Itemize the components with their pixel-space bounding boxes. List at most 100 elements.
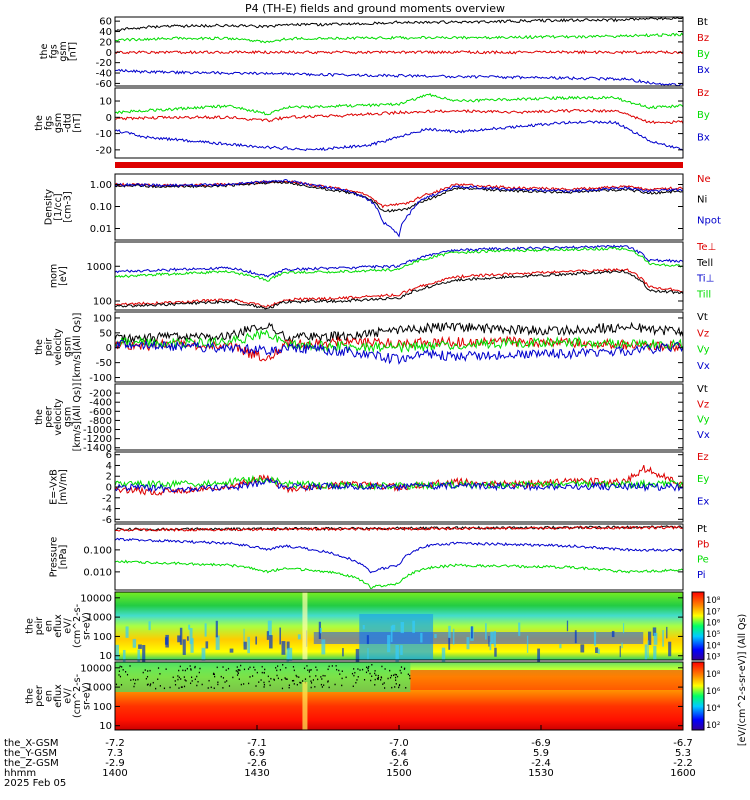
heatmap-streak [302,682,308,730]
x-row-value: 5.3 [675,748,691,759]
heatmap-speck [134,682,136,685]
heatmap-speck [253,666,255,669]
heatmap-speck [213,687,215,689]
heatmap-streak [182,639,186,655]
panel-pressure [114,523,684,591]
heatmap-streak [434,634,437,639]
heatmap-streak [302,592,308,660]
heatmap-speck [240,664,242,667]
heatmap-speck [374,672,376,675]
heatmap-speck [395,683,397,685]
heatmap-speck [390,674,393,677]
x-row-label: the_Y-GSM [4,748,57,759]
heatmap-speck [310,682,313,684]
heatmap-speck [315,675,317,677]
legend-Bz: Bz [697,88,709,99]
heatmap-speck [194,666,196,669]
heatmap-speck [296,683,298,686]
heatmap-speck [132,678,134,681]
heatmap-streak [142,644,146,662]
heatmap-streak [190,638,194,653]
y-axis-label-line: the [25,618,36,634]
heatmap-speck [353,674,355,677]
heatmap-speck [249,676,251,678]
y-axis-label: E=-VxB[mV/m] [48,469,69,505]
heatmap-streak [201,647,206,661]
heatmap-speck [363,679,366,681]
heatmap-speck [368,665,370,668]
heatmap-speck [196,684,198,687]
heatmap-speck [276,674,278,677]
heatmap-speck [405,687,407,689]
heatmap-speck [389,669,391,672]
series-line-By [114,32,684,44]
heatmap-streak [215,620,218,638]
y-axis-label-line: -dtd [63,113,74,132]
heatmap-streak [188,624,191,630]
heatmap-speck [279,669,282,671]
heatmap-speck [269,684,271,687]
heatmap-speck [119,665,121,668]
legend-Vy: Vy [697,345,710,356]
heatmap-speck [303,667,306,670]
heatmap-speck [263,683,266,686]
series-line-Vy [114,329,684,354]
colorbar-tick-label: 10⁵ [706,630,720,640]
series-line-Pi [114,537,684,574]
heatmap-speck [130,679,132,681]
heatmap-speck [404,667,406,670]
heatmap-speck [339,673,341,675]
heatmap-speck [190,668,192,670]
x-row-value: -2.9 [105,758,125,769]
heatmap-speck [208,679,210,682]
heatmap-speck [300,682,302,684]
heatmap-streak [366,635,369,645]
heatmap-speck [220,675,222,678]
heatmap-speck [182,669,184,672]
y-axis-label-line: the [39,44,50,60]
series-line-Bx [114,68,684,87]
heatmap-streak [279,627,282,645]
heatmap-speck [147,670,149,672]
series-line-By [114,93,684,116]
heatmap-speck [281,687,284,690]
heatmap-speck [247,668,250,670]
heatmap-speck [129,665,131,667]
y-axis-label: Pressure[nPa] [48,537,69,578]
x-row-value: -2.2 [673,758,693,769]
x-row-value: 6.9 [249,748,265,759]
x-row-value: -2.6 [389,758,409,769]
heatmap-speck [235,670,237,672]
colorbar-tick-label: 10⁸ [706,670,721,680]
heatmap-speck [292,666,295,668]
series-line-Vt [114,321,684,344]
y-tick-label: 1000 [87,683,112,694]
y-tick-label: 10000 [80,593,112,604]
heatmap-patch [313,632,644,644]
heatmap-speck [351,672,354,675]
heatmap-speck [374,684,376,686]
heatmap-streak [137,649,140,662]
heatmap-speck [374,678,376,681]
y-tick-label: 0 [106,113,112,124]
panel-frame [114,311,684,383]
heatmap-streak [537,648,541,662]
panel-frame [114,523,684,591]
heatmap-speck [391,686,393,689]
heatmap-streak [448,637,451,650]
heatmap-streak [243,641,247,650]
heatmap-streak [621,642,623,649]
heatmap-streak [466,637,470,650]
y-tick-label: 100 [93,702,112,713]
heatmap-speck [190,676,193,679]
heatmap-speck [213,672,215,675]
y-axis-label-line: peer [44,406,55,428]
heatmap-speck [341,677,343,680]
legend-Bx: Bx [697,132,710,143]
heatmap-speck [394,676,397,679]
heatmap-speck [336,668,338,671]
heatmap-speck [384,668,386,670]
y-tick-label: 0 [106,343,112,354]
heatmap-streak [488,635,490,647]
